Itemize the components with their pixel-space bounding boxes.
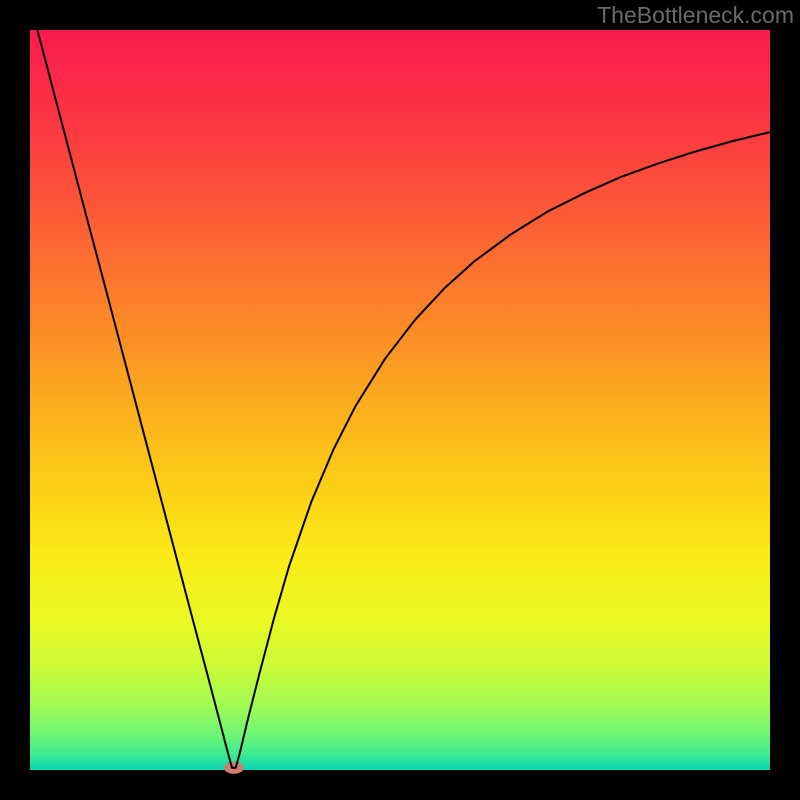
plot-area — [30, 30, 770, 770]
attribution-link[interactable]: TheBottleneck.com — [597, 2, 794, 29]
stage: TheBottleneck.com — [0, 0, 800, 800]
chart-svg — [0, 0, 800, 800]
